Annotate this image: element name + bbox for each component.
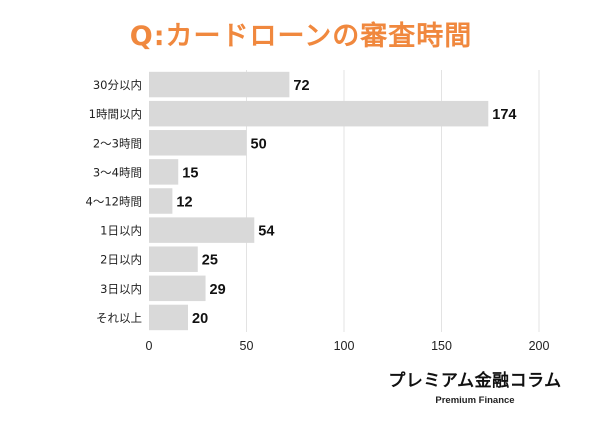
category-label: 30分以内	[93, 78, 142, 92]
value-label: 72	[293, 78, 309, 94]
category-label: 4〜12時間	[86, 195, 142, 209]
bar	[149, 71, 290, 98]
brand-name: プレミアム金融コラム	[388, 371, 562, 391]
value-label: 174	[492, 107, 516, 123]
bar	[149, 188, 173, 214]
bar	[149, 217, 255, 243]
value-label: 50	[251, 136, 267, 152]
category-label: 1日以内	[100, 224, 142, 238]
bar	[149, 246, 198, 272]
bar	[149, 130, 247, 156]
x-tick-label: 200	[529, 339, 550, 353]
value-label: 29	[210, 282, 226, 298]
value-label: 54	[258, 224, 274, 240]
x-tick-label: 100	[334, 339, 355, 353]
category-label: 1時間以内	[89, 107, 142, 121]
bar	[149, 304, 188, 331]
bar	[149, 159, 179, 185]
value-label: 12	[176, 195, 192, 211]
category-label: 2〜3時間	[93, 136, 142, 150]
x-tick-label: 150	[431, 339, 452, 353]
brand-subtitle: Premium Finance	[435, 395, 515, 406]
chart-title: Q:カードローンの審査時間	[129, 21, 473, 52]
bar	[149, 100, 489, 127]
value-label: 20	[192, 311, 208, 327]
category-label: 2日以内	[100, 253, 142, 267]
x-tick-label: 50	[240, 339, 254, 353]
x-tick-label: 0	[146, 339, 153, 353]
value-label: 25	[202, 253, 218, 269]
category-label: それ以上	[96, 311, 142, 325]
value-label: 15	[182, 165, 198, 181]
bar	[149, 275, 206, 302]
category-label: 3日以内	[100, 282, 142, 296]
brand-logo: プレミアム金融コラム Premium Finance	[380, 366, 570, 406]
category-label: 3〜4時間	[93, 165, 142, 179]
